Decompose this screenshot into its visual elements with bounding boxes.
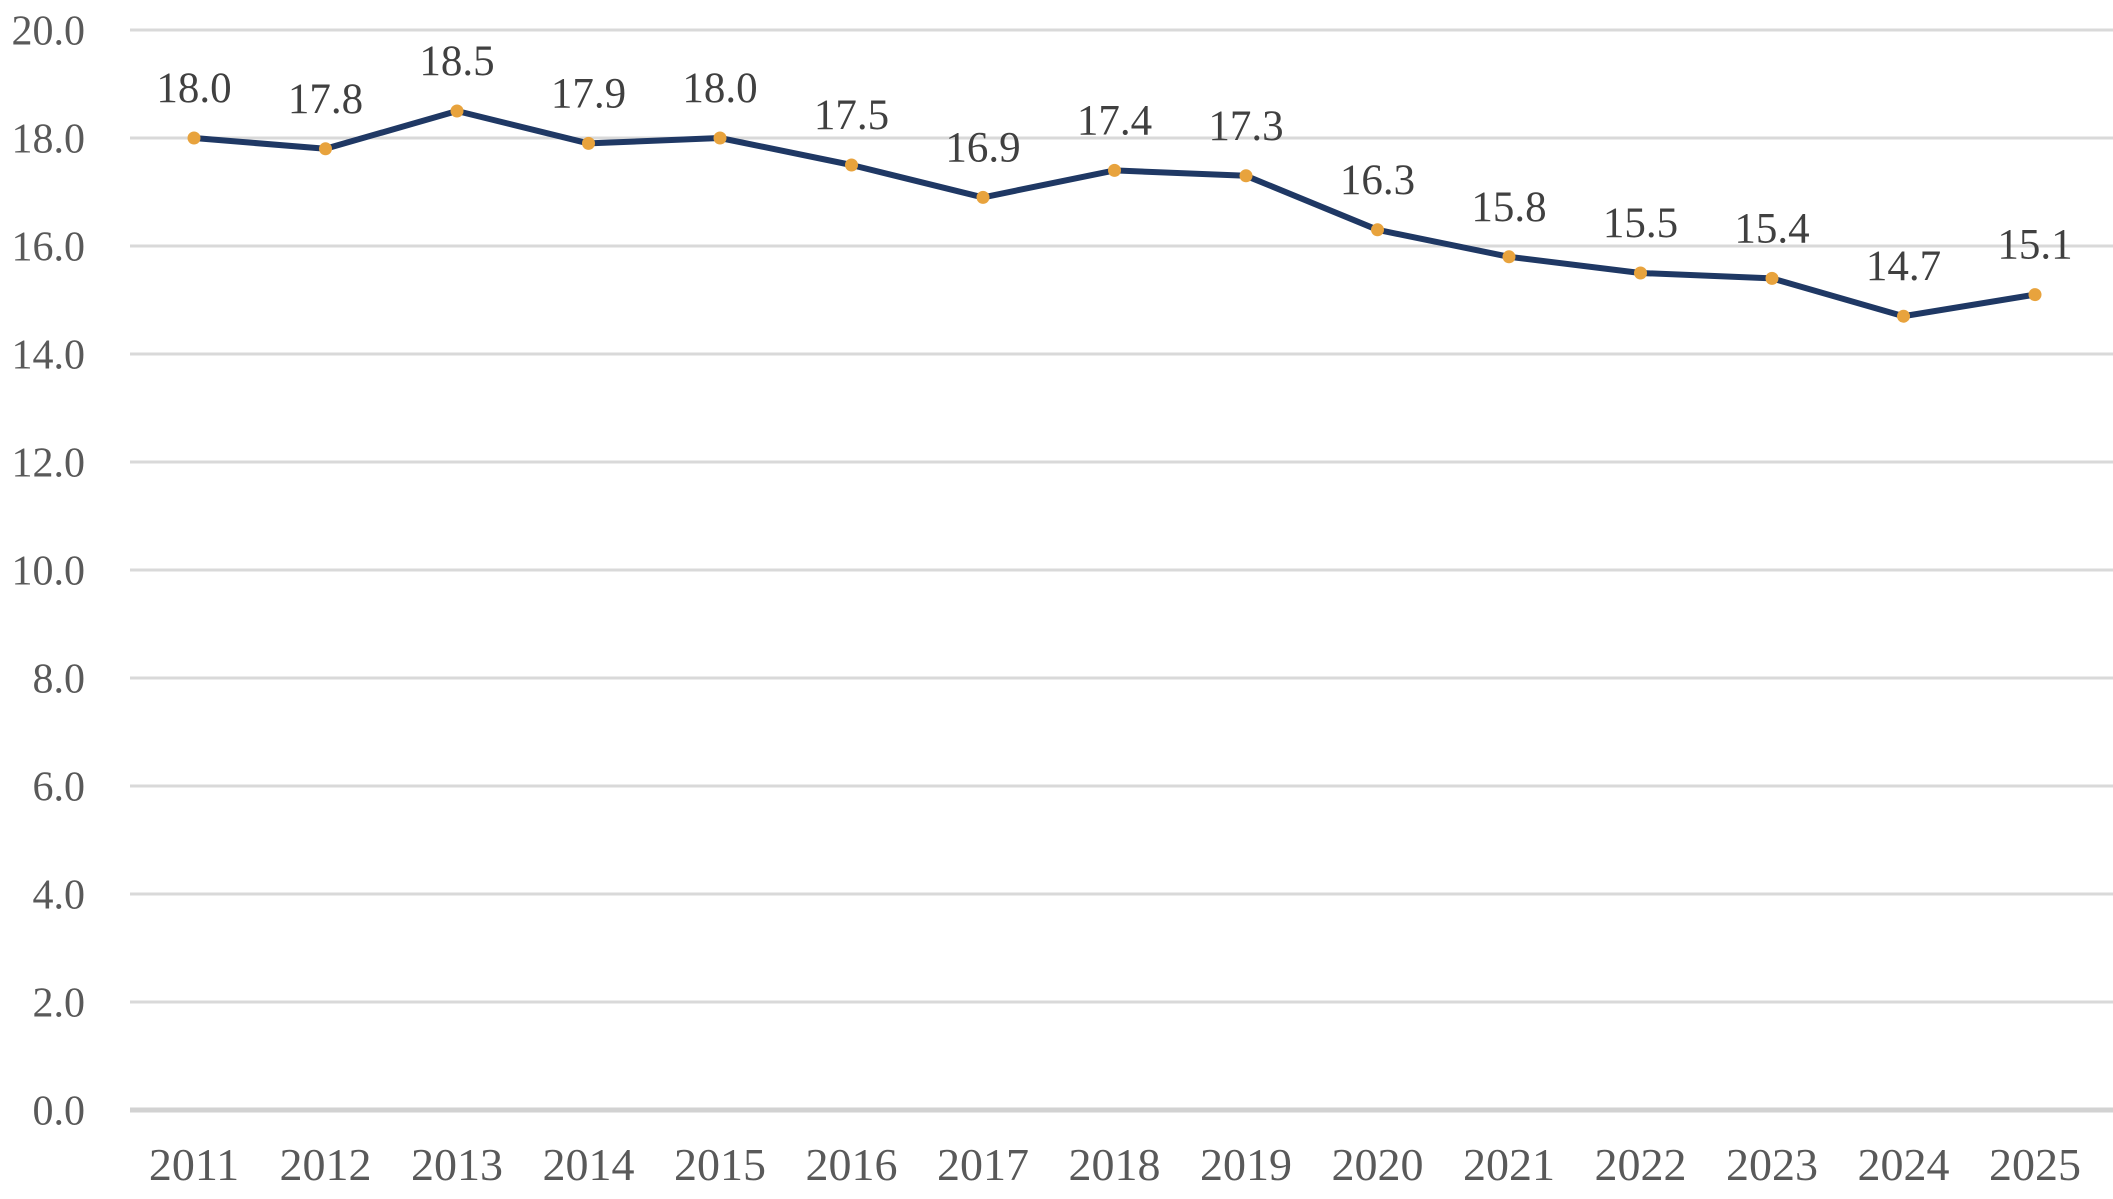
- data-label: 14.7: [1866, 243, 1941, 290]
- data-point-marker: [1239, 169, 1253, 183]
- data-point-marker: [1371, 223, 1384, 237]
- x-tick-label: 2017: [937, 1139, 1029, 1190]
- y-tick-label: 2.0: [33, 980, 86, 1026]
- data-label: 17.8: [288, 76, 363, 123]
- x-tick-label: 2013: [411, 1139, 503, 1190]
- x-tick-label: 2019: [1200, 1139, 1292, 1190]
- x-tick-label: 2018: [1069, 1139, 1161, 1190]
- data-point-marker: [1108, 163, 1121, 177]
- x-tick-label: 2016: [806, 1139, 898, 1190]
- y-tick-label: 12.0: [12, 440, 86, 486]
- x-tick-label: 2021: [1463, 1139, 1555, 1190]
- x-tick-label: 2023: [1726, 1139, 1818, 1190]
- data-label: 16.9: [945, 124, 1020, 171]
- data-label: 17.4: [1077, 97, 1152, 144]
- data-label: 18.0: [682, 65, 757, 112]
- y-tick-label: 0.0: [33, 1088, 86, 1134]
- x-tick-label: 2024: [1858, 1139, 1950, 1190]
- data-point-marker: [2028, 288, 2042, 302]
- y-tick-label: 18.0: [12, 116, 86, 162]
- data-label: 15.5: [1603, 200, 1678, 247]
- y-tick-label: 4.0: [33, 872, 86, 918]
- data-label: 15.8: [1471, 184, 1546, 231]
- x-tick-label: 2020: [1332, 1139, 1424, 1190]
- y-tick-label: 8.0: [33, 656, 86, 702]
- data-label: 18.0: [156, 65, 231, 112]
- data-label: 16.3: [1340, 157, 1415, 204]
- y-tick-label: 6.0: [33, 764, 86, 810]
- data-point-marker: [1897, 309, 1910, 323]
- data-point-marker: [976, 190, 990, 204]
- y-tick-label: 14.0: [12, 332, 86, 378]
- data-point-marker: [1634, 266, 1647, 280]
- x-tick-label: 2011: [149, 1139, 239, 1190]
- data-label: 17.9: [551, 70, 626, 117]
- data-point-marker: [713, 131, 727, 145]
- x-tick-label: 2012: [280, 1139, 372, 1190]
- y-tick-label: 20.0: [12, 8, 86, 54]
- data-label: 15.4: [1734, 205, 1809, 252]
- data-point-marker: [845, 158, 858, 172]
- data-point-marker: [319, 142, 332, 156]
- data-label: 17.5: [814, 92, 889, 139]
- data-point-marker: [582, 136, 595, 150]
- x-tick-label: 2014: [543, 1139, 635, 1190]
- data-label: 18.5: [419, 38, 494, 85]
- data-label: 17.3: [1208, 103, 1283, 150]
- data-point-marker: [1765, 271, 1779, 285]
- data-point-marker: [1502, 250, 1516, 264]
- y-tick-label: 16.0: [12, 224, 86, 270]
- y-tick-label: 10.0: [12, 548, 86, 594]
- data-point-marker: [187, 131, 201, 145]
- x-tick-label: 2025: [1989, 1139, 2081, 1190]
- x-tick-label: 2022: [1595, 1139, 1687, 1190]
- data-label: 15.1: [1997, 222, 2072, 269]
- x-tick-label: 2015: [674, 1139, 766, 1190]
- data-point-marker: [450, 104, 464, 118]
